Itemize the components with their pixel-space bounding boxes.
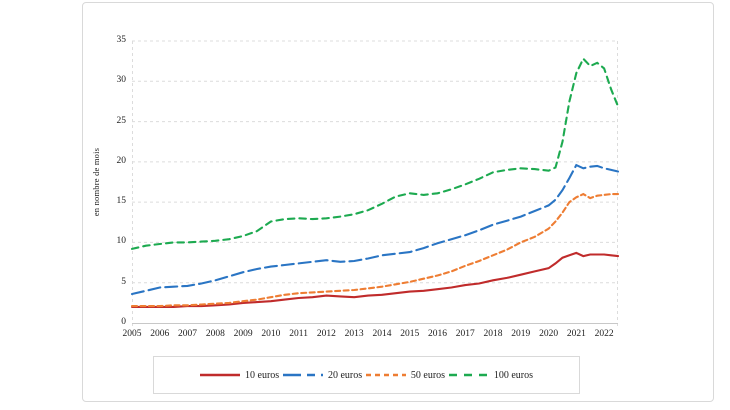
x-tick-label-2006: 2006 [150, 329, 170, 339]
x-tick-label-2015: 2015 [400, 329, 420, 339]
x-tick-label-2010: 2010 [261, 329, 281, 339]
legend-label: 50 euros [410, 369, 446, 381]
x-tick-label-2020: 2020 [539, 329, 559, 339]
legend-item-50-euros: 50 euros [365, 369, 446, 381]
x-tick-label-2021: 2021 [566, 329, 586, 339]
y-tick-label-5: 5 [121, 276, 126, 287]
y-tick-label-0: 0 [121, 317, 126, 327]
legend-line-swatch [365, 373, 406, 377]
x-tick-label-2016: 2016 [427, 329, 447, 339]
legend-item-20-euros: 20 euros [282, 369, 363, 381]
chart-plot-area [130, 40, 620, 327]
x-tick-label-2018: 2018 [483, 329, 503, 339]
legend-line-swatch [448, 373, 489, 377]
x-tick-label-2012: 2012 [316, 329, 336, 339]
x-tick-label-2009: 2009 [233, 329, 253, 339]
chart-legend: 10 euros 20 euros 50 euros 100 euros [153, 356, 580, 394]
series-line-10-euros [130, 251, 620, 308]
series-line-50-euros [130, 192, 620, 308]
x-tick-label-2005: 2005 [122, 329, 142, 339]
x-tick-label-2014: 2014 [372, 329, 392, 339]
y-tick-label-20: 20 [116, 155, 127, 166]
y-tick-label-10: 10 [116, 236, 127, 247]
series-line-20-euros [130, 163, 620, 296]
x-tick-label-2008: 2008 [205, 329, 225, 339]
legend-line-swatch [282, 373, 323, 377]
x-tick-label-2022: 2022 [594, 329, 614, 339]
x-tick-label-2011: 2011 [289, 329, 308, 339]
x-tick-label-2017: 2017 [455, 329, 475, 339]
legend-item-10-euros: 10 euros [200, 370, 279, 381]
y-tick-label-25: 25 [116, 115, 127, 126]
legend-label: 100 euros [493, 369, 533, 381]
series-line-100-euros [130, 56, 620, 250]
x-tick-label-2019: 2019 [511, 329, 531, 339]
y-tick-label-15: 15 [116, 196, 127, 207]
legend-line-swatch [200, 373, 240, 377]
x-tick-label-2007: 2007 [178, 329, 198, 339]
y-tick-label-35: 35 [116, 35, 127, 45]
legend-label: 20 euros [327, 369, 363, 381]
y-tick-label-30: 30 [116, 75, 127, 86]
x-tick-label-2013: 2013 [344, 329, 364, 339]
legend-item-100-euros: 100 euros [448, 369, 533, 381]
legend-label: 10 euros [245, 369, 280, 381]
